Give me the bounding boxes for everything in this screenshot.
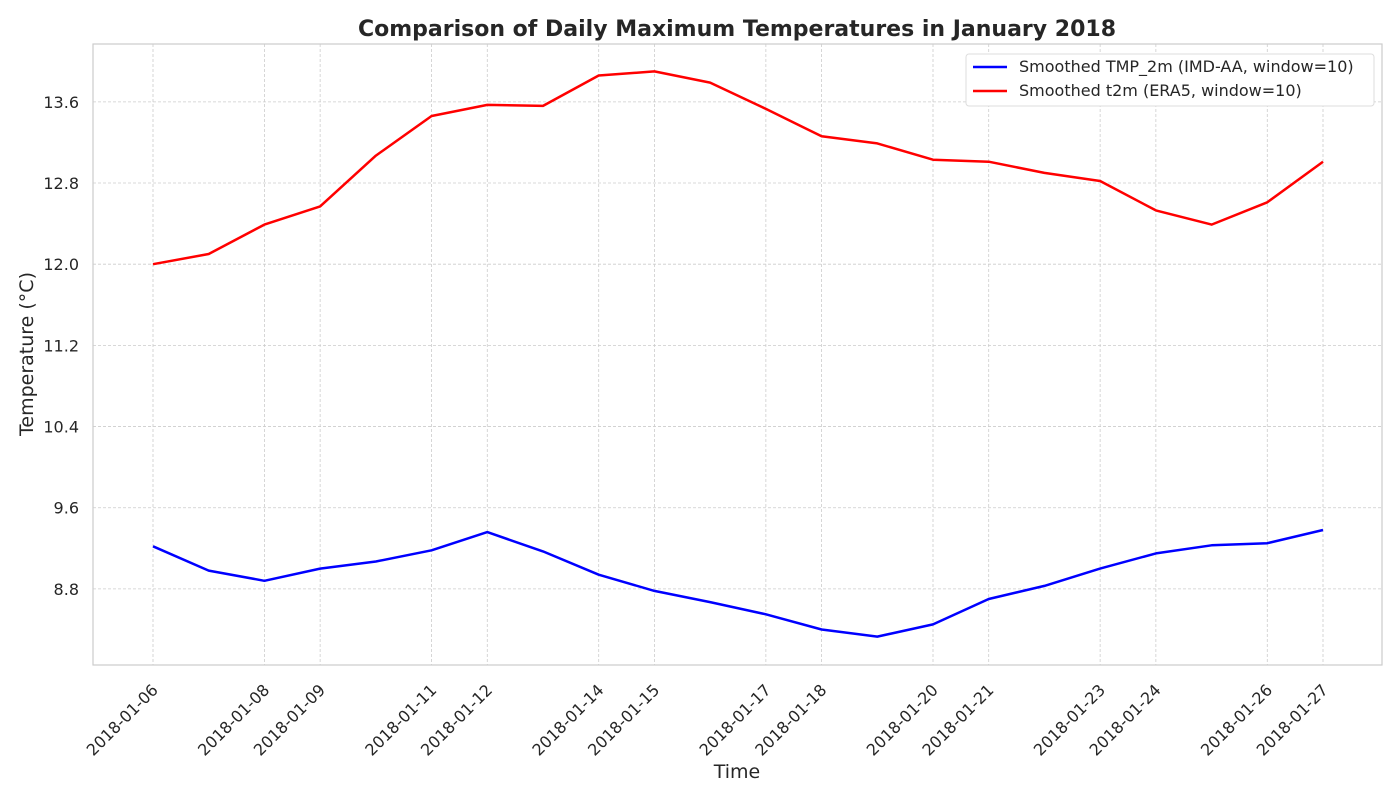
chart-title: Comparison of Daily Maximum Temperatures… [358,17,1116,42]
y-tick-label: 9.6 [54,499,79,518]
y-tick-label: 13.6 [43,93,79,112]
series-layer [152,70,1324,638]
y-tick-labels: 8.8 9.6 10.4 11.2 12.0 12.8 13.6 [43,93,79,599]
y-tick-label: 10.4 [43,418,79,437]
y-tick-label: 12.0 [43,255,79,274]
grid [93,44,1382,665]
plot-area [92,43,1383,666]
series-line-1 [152,70,1324,266]
y-axis-label: Temperature (°C) [16,272,38,437]
x-axis-label: Time [713,761,761,783]
x-tick-label: 2018-01-06 [83,680,162,759]
legend-label-era5: Smoothed t2m (ERA5, window=10) [1019,81,1302,100]
y-tick-label: 12.8 [43,174,79,193]
y-tick-label: 11.2 [43,336,79,355]
legend-box [965,53,1375,107]
series-line-0 [152,528,1324,638]
legend: Smoothed TMP_2m (IMD-AA, window=10) Smoo… [965,53,1375,107]
legend-label-imd: Smoothed TMP_2m (IMD-AA, window=10) [1019,57,1354,77]
y-tick-label: 8.8 [54,580,79,599]
